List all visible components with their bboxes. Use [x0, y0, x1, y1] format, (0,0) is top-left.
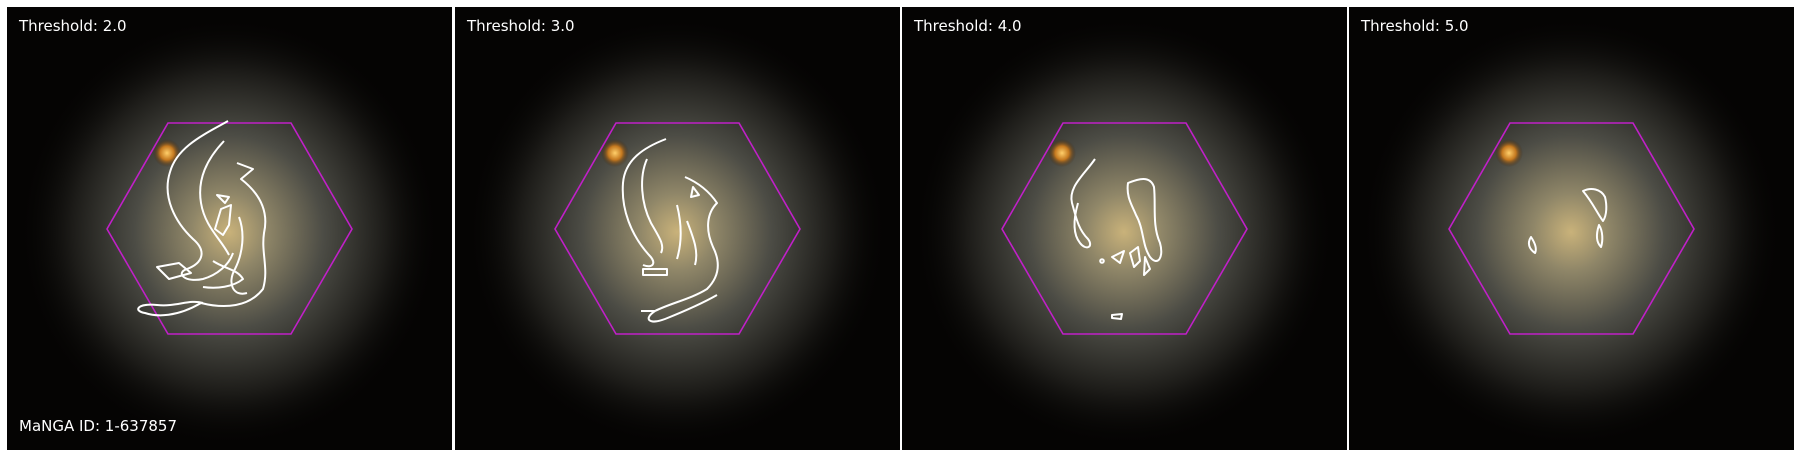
manga-id-label: MaNGA ID: 1-637857 — [19, 417, 178, 435]
panel-threshold-3: Threshold: 3.0 — [455, 7, 900, 450]
foreground-star — [1048, 139, 1076, 167]
foreground-star — [1495, 139, 1523, 167]
panel-threshold-4: Threshold: 4.0 — [902, 7, 1347, 450]
galaxy-image — [902, 7, 1347, 450]
foreground-star — [153, 139, 181, 167]
foreground-star — [601, 139, 629, 167]
galaxy-glow — [467, 17, 887, 447]
ifu-hexagon — [1448, 122, 1695, 335]
ifu-hexagon — [1001, 122, 1248, 335]
threshold-label: Threshold: 3.0 — [467, 17, 575, 35]
galaxy-image — [455, 7, 900, 450]
galaxy-glow — [914, 17, 1334, 447]
contour-lines — [621, 138, 719, 323]
galaxy-image — [1349, 7, 1794, 450]
contour-lines — [1070, 158, 1163, 320]
galaxy-glow — [1361, 17, 1781, 447]
ifu-hexagon — [106, 122, 353, 335]
galaxy-image — [7, 7, 452, 450]
threshold-label: Threshold: 2.0 — [19, 17, 127, 35]
ifu-hexagon — [554, 122, 801, 335]
galaxy-glow — [19, 17, 439, 447]
panel-threshold-2: Threshold: 2.0 MaNGA ID: 1-637857 — [7, 7, 452, 450]
panel-threshold-5: Threshold: 5.0 — [1349, 7, 1794, 450]
threshold-label: Threshold: 5.0 — [1361, 17, 1469, 35]
contour-lines — [137, 120, 267, 317]
contour-lines — [1527, 188, 1608, 254]
threshold-label: Threshold: 4.0 — [914, 17, 1022, 35]
